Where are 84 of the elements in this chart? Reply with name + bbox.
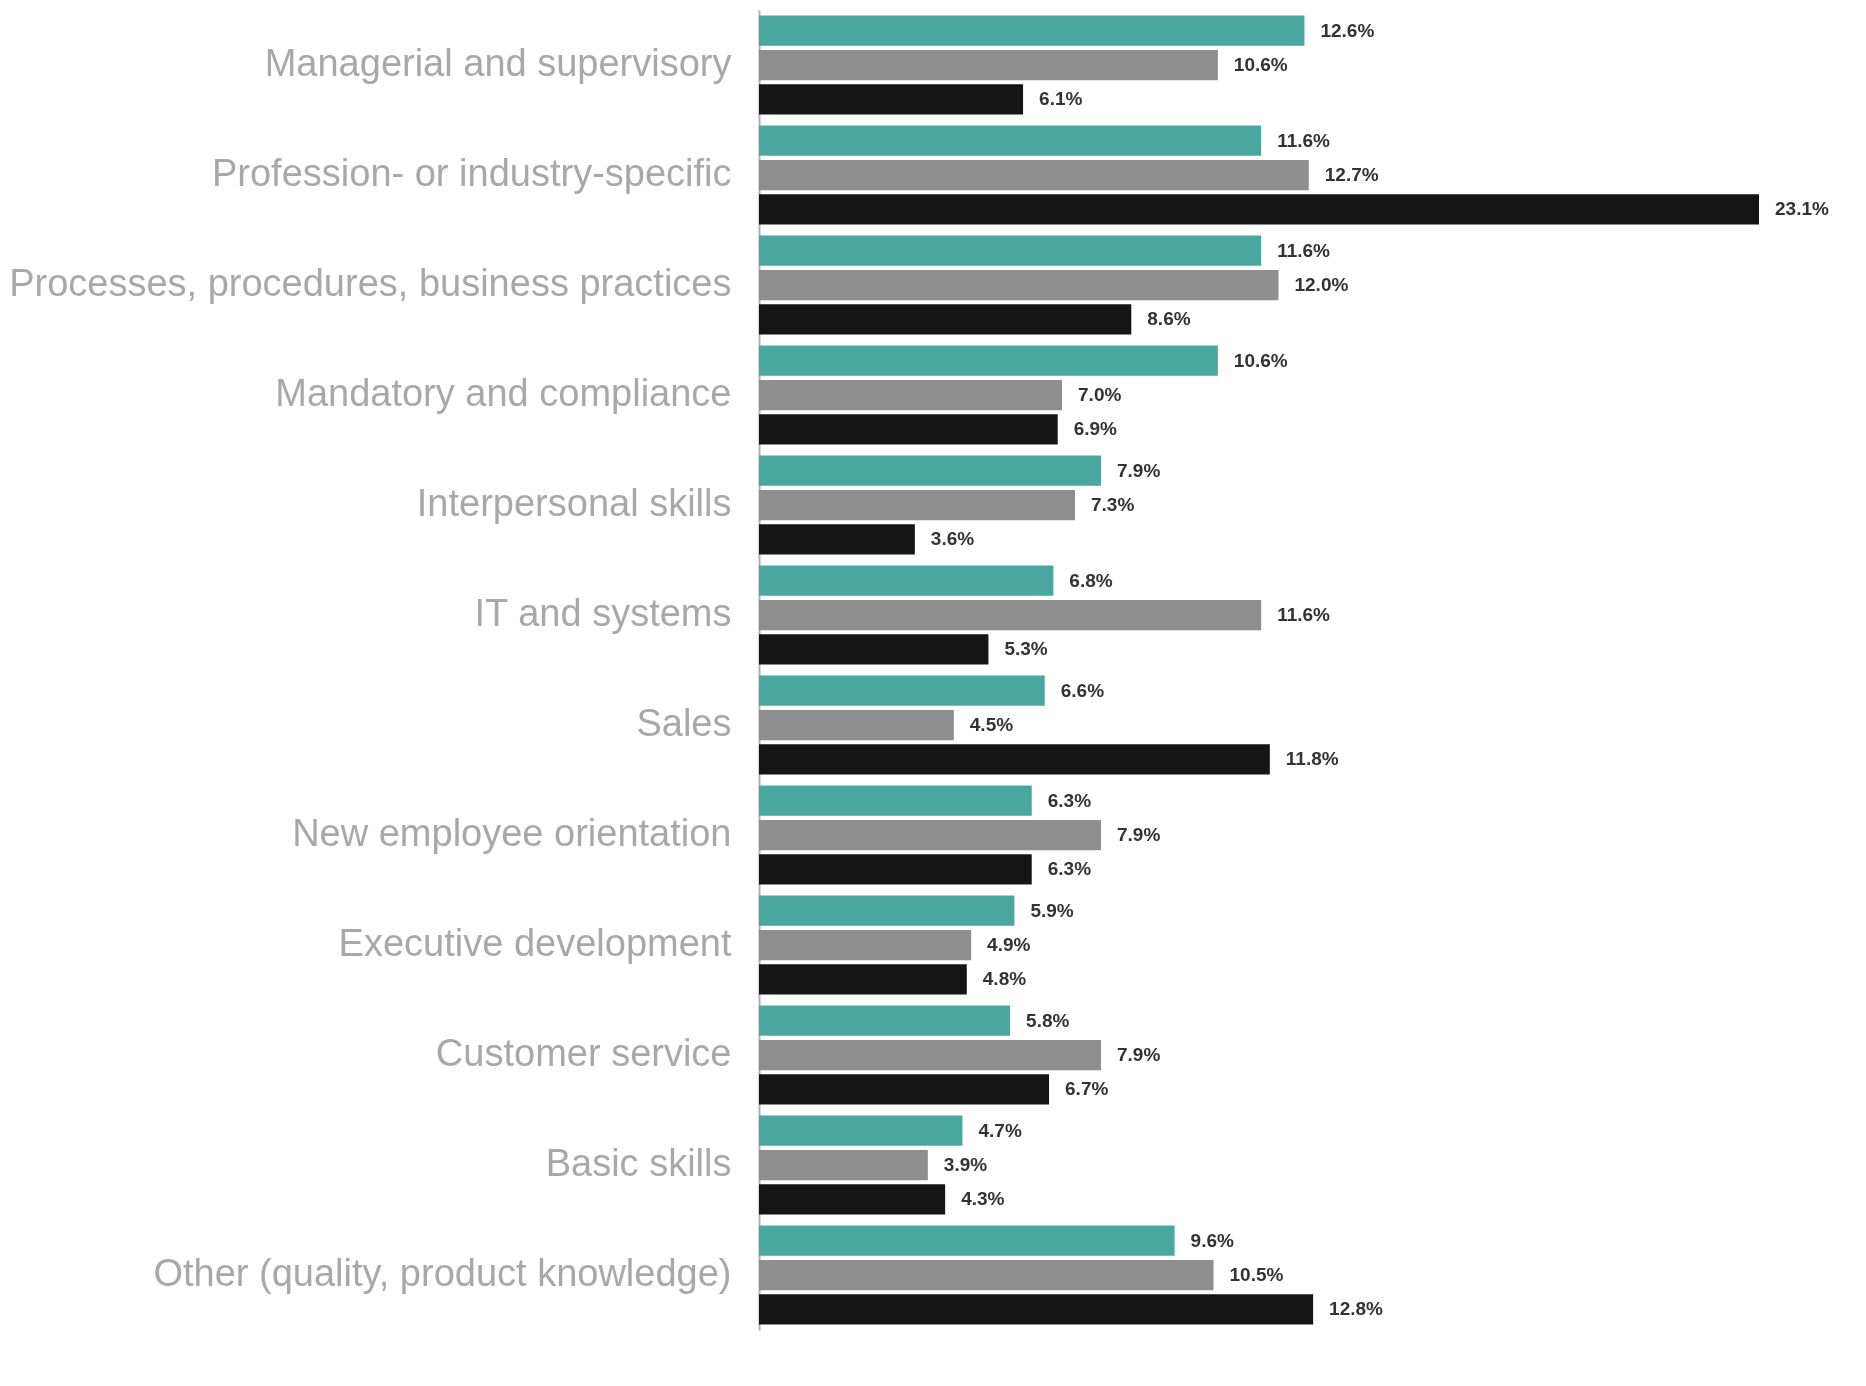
data-label: 11.6% xyxy=(1277,604,1331,625)
data-label: 10.6% xyxy=(1233,349,1288,371)
data-label: 5.9% xyxy=(1030,899,1074,921)
data-label: 7.9% xyxy=(1116,459,1161,481)
bar xyxy=(759,1039,1101,1071)
bar xyxy=(759,819,1101,851)
bar xyxy=(759,84,1024,115)
bar xyxy=(759,15,1305,46)
data-label: 12.7% xyxy=(1324,164,1379,185)
data-label: 6.9% xyxy=(1073,418,1118,440)
bar xyxy=(759,455,1101,486)
data-label: 3.9% xyxy=(943,1154,988,1175)
data-label: 6.1% xyxy=(1039,88,1083,110)
data-label: 7.3% xyxy=(1091,494,1135,515)
y-tick-label: New employee orientation xyxy=(292,812,732,854)
bar xyxy=(759,599,1262,631)
data-label: 23.1% xyxy=(1775,198,1829,220)
data-label: 3.6% xyxy=(930,528,975,550)
y-tick-label: Sales xyxy=(636,702,732,744)
y-tick-label: Managerial and supervisory xyxy=(264,42,732,84)
bar xyxy=(759,709,954,741)
y-tick-label: Interpersonal skills xyxy=(416,482,732,524)
y-tick-label: Customer service xyxy=(435,1032,732,1074)
y-tick-label: IT and systems xyxy=(474,592,732,634)
data-label: 6.6% xyxy=(1060,679,1105,701)
data-label: 10.5% xyxy=(1229,1264,1284,1285)
data-label: 6.3% xyxy=(1047,858,1092,880)
data-label: 4.8% xyxy=(982,968,1027,990)
bar xyxy=(759,854,1032,885)
y-tick-label: Basic skills xyxy=(545,1142,732,1184)
bar xyxy=(759,379,1063,411)
data-label: 7.9% xyxy=(1116,824,1161,845)
bar xyxy=(759,964,967,995)
bar xyxy=(759,49,1218,81)
data-label: 11.6% xyxy=(1277,129,1331,151)
data-label: 7.9% xyxy=(1116,1044,1161,1065)
data-label: 6.7% xyxy=(1065,1078,1109,1100)
data-label: 4.7% xyxy=(978,1119,1022,1141)
bar xyxy=(759,634,989,665)
bar xyxy=(759,675,1045,706)
bar xyxy=(759,1184,946,1215)
bar xyxy=(759,345,1218,376)
bar xyxy=(759,1149,928,1181)
data-label: 8.6% xyxy=(1147,308,1191,330)
bar xyxy=(759,125,1262,156)
data-label: 12.8% xyxy=(1329,1298,1384,1320)
data-label: 4.3% xyxy=(961,1188,1005,1210)
bar xyxy=(759,269,1279,301)
bar xyxy=(759,1115,963,1146)
data-label: 12.0% xyxy=(1294,274,1349,295)
bar xyxy=(759,565,1054,596)
bar xyxy=(759,744,1270,775)
y-tick-label: Processes, procedures, business practices xyxy=(9,262,732,304)
y-tick-label: Mandatory and compliance xyxy=(275,372,732,414)
bar xyxy=(759,194,1759,225)
data-label: 11.6% xyxy=(1277,239,1331,261)
bar xyxy=(759,1259,1214,1291)
data-label: 9.6% xyxy=(1190,1229,1234,1251)
data-label: 4.9% xyxy=(987,934,1031,955)
data-label: 5.3% xyxy=(1004,638,1048,660)
bar xyxy=(759,1225,1175,1256)
y-tick-label: Executive development xyxy=(338,922,732,964)
bar xyxy=(759,524,915,555)
bar xyxy=(759,785,1032,816)
bar xyxy=(759,1074,1050,1105)
data-label: 6.3% xyxy=(1047,789,1092,811)
data-label: 7.0% xyxy=(1078,384,1122,405)
bar xyxy=(759,895,1015,926)
data-label: 4.5% xyxy=(969,714,1014,735)
data-label: 12.6% xyxy=(1320,19,1375,41)
bar xyxy=(759,304,1132,335)
bar xyxy=(759,235,1262,266)
data-label: 11.8% xyxy=(1285,748,1339,770)
bar xyxy=(759,489,1076,521)
y-tick-label: Profession- or industry-specific xyxy=(211,152,732,194)
data-label: 6.8% xyxy=(1069,569,1113,591)
y-tick-label: Other (quality, product knowledge) xyxy=(153,1252,732,1294)
bar xyxy=(759,1294,1314,1325)
bar xyxy=(759,414,1058,445)
data-label: 10.6% xyxy=(1233,54,1288,75)
bar xyxy=(759,929,972,961)
bar xyxy=(759,159,1309,191)
data-label: 5.8% xyxy=(1026,1009,1070,1031)
bar xyxy=(759,1005,1011,1036)
